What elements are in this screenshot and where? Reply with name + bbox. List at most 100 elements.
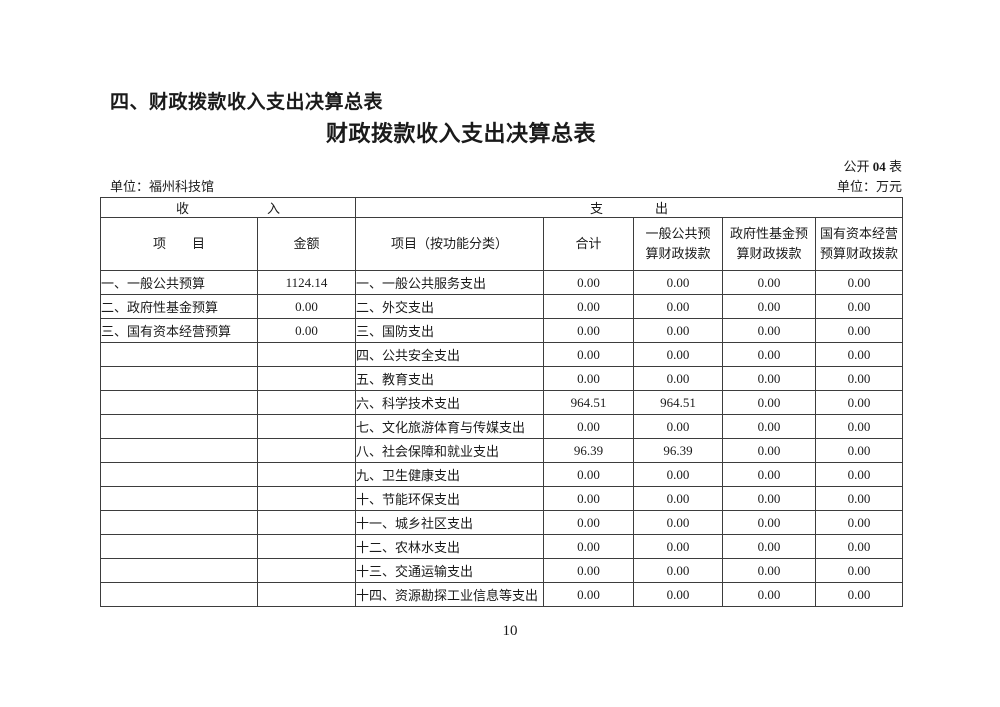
table-row: 九、卫生健康支出 0.00 0.00 0.00 0.00 [100,462,904,487]
total-cell: 0.00 [543,294,635,319]
expenditure-item-cell: 十二、农林水支出 [355,534,545,559]
government-fund-cell: 0.00 [722,318,817,343]
total-cell: 0.00 [543,462,635,487]
table-row: 十二、农林水支出 0.00 0.00 0.00 0.00 [100,534,904,559]
government-fund-cell: 0.00 [722,534,817,559]
income-amount-cell: 0.00 [256,318,357,343]
income-amount-cell [256,342,357,367]
total-cell: 0.00 [543,486,635,511]
state-capital-cell: 0.00 [815,294,904,319]
state-capital-cell: 0.00 [815,462,904,487]
income-item-cell [100,414,258,439]
state-capital-cell: 0.00 [815,582,904,607]
total-cell: 0.00 [543,414,635,439]
fiscal-table: 收 入 支 出 项 目 金额 项目（按功能分类） 合计 一般公共预 算财政拨款 … [99,197,904,607]
total-cell: 964.51 [543,390,635,415]
general-public-budget-cell: 0.00 [633,558,724,583]
col-header-income-item: 项 目 [100,217,258,271]
col-header-state-capital-budget: 国有资本经营 预算财政拨款 [815,217,904,271]
state-capital-cell: 0.00 [815,438,904,463]
total-cell: 0.00 [543,534,635,559]
table-row: 八、社会保障和就业支出 96.39 96.39 0.00 0.00 [100,438,904,463]
government-fund-cell: 0.00 [722,342,817,367]
table-title: 财政拨款收入支出决算总表 [325,121,596,146]
table-row: 六、科学技术支出 964.51 964.51 0.00 0.00 [100,390,904,415]
government-fund-cell: 0.00 [722,438,817,463]
table-title-wrap: 财政拨款收入支出决算总表 [0,116,922,148]
income-item-cell [100,462,258,487]
table-row: 四、公共安全支出 0.00 0.00 0.00 0.00 [100,342,904,367]
state-capital-cell: 0.00 [815,510,904,535]
total-cell: 0.00 [543,366,635,391]
government-fund-cell: 0.00 [722,270,817,295]
expenditure-item-cell: 一、一般公共服务支出 [355,270,545,295]
government-fund-cell: 0.00 [722,414,817,439]
income-item-cell [100,342,258,367]
income-item-cell [100,390,258,415]
unit-currency: 单位：万元 [836,179,902,194]
government-fund-cell: 0.00 [722,462,817,487]
government-fund-cell: 0.00 [722,366,817,391]
table-row: 二、政府性基金预算 0.00 二、外交支出 0.00 0.00 0.00 0.00 [100,294,904,319]
table-code: 公开 04 表 [843,156,902,175]
income-amount-cell [256,510,357,535]
general-public-budget-cell: 96.39 [633,438,724,463]
total-cell: 0.00 [543,342,635,367]
general-public-budget-cell: 0.00 [633,414,724,439]
general-public-budget-cell: 0.00 [633,486,724,511]
state-capital-cell: 0.00 [815,366,904,391]
state-capital-cell: 0.00 [815,534,904,559]
page-number: 10 [502,623,518,639]
col-header-general-public-budget: 一般公共预 算财政拨款 [633,217,724,271]
income-item-cell: 一、一般公共预算 [100,270,258,295]
income-item-cell [100,558,258,583]
income-item-cell [100,486,258,511]
expenditure-item-cell: 九、卫生健康支出 [355,462,545,487]
expenditure-item-cell: 八、社会保障和就业支出 [355,438,545,463]
state-capital-cell: 0.00 [815,390,904,415]
table-code-prefix: 公开 [843,159,873,174]
expenditure-item-cell: 二、外交支出 [355,294,545,319]
expenditure-item-cell: 十、节能环保支出 [355,486,545,511]
expenditure-item-cell: 十四、资源勘探工业信息等支出 [355,582,545,607]
income-amount-cell: 1124.14 [256,270,357,295]
general-public-budget-cell: 0.00 [633,366,724,391]
state-capital-cell: 0.00 [815,558,904,583]
income-item-cell [100,582,258,607]
col-header-income-amount: 金额 [256,217,357,271]
unit-name: 单位：福州科技馆 [110,179,215,194]
government-fund-cell: 0.00 [722,582,817,607]
government-fund-cell: 0.00 [722,558,817,583]
table-row: 十四、资源勘探工业信息等支出 0.00 0.00 0.00 0.00 [100,582,904,607]
income-amount-cell [256,390,357,415]
general-public-budget-cell: 0.00 [633,294,724,319]
general-public-budget-cell: 964.51 [633,390,724,415]
government-fund-cell: 0.00 [722,510,817,535]
state-capital-cell: 0.00 [815,270,904,295]
expenditure-item-cell: 五、教育支出 [355,366,545,391]
expenditure-item-cell: 十一、城乡社区支出 [355,510,545,535]
income-item-cell [100,534,258,559]
expenditure-item-cell: 十三、交通运输支出 [355,558,545,583]
income-group-header: 收 入 [99,197,357,218]
section-heading: 四、财政拨款收入支出决算总表 [110,92,384,113]
expenditure-item-cell: 六、科学技术支出 [355,390,545,415]
income-amount-cell [256,534,357,559]
income-amount-cell [256,366,357,391]
income-item-cell: 三、国有资本经营预算 [100,318,258,343]
income-amount-cell [256,486,357,511]
table-row: 三、国有资本经营预算 0.00 三、国防支出 0.00 0.00 0.00 0.00 [100,318,904,343]
col-header-expenditure-item: 项目（按功能分类） [355,217,545,271]
table-code-number: 04 [872,159,886,174]
general-public-budget-cell: 0.00 [633,270,724,295]
state-capital-cell: 0.00 [815,342,904,367]
table-row: 一、一般公共预算 1124.14 一、一般公共服务支出 0.00 0.00 0.00 0.0… [100,270,904,295]
state-capital-cell: 0.00 [815,486,904,511]
general-public-budget-cell: 0.00 [633,534,724,559]
income-item-cell: 二、政府性基金预算 [100,294,258,319]
total-cell: 0.00 [543,318,635,343]
income-item-cell [100,510,258,535]
income-amount-cell [256,414,357,439]
total-cell: 0.00 [543,558,635,583]
